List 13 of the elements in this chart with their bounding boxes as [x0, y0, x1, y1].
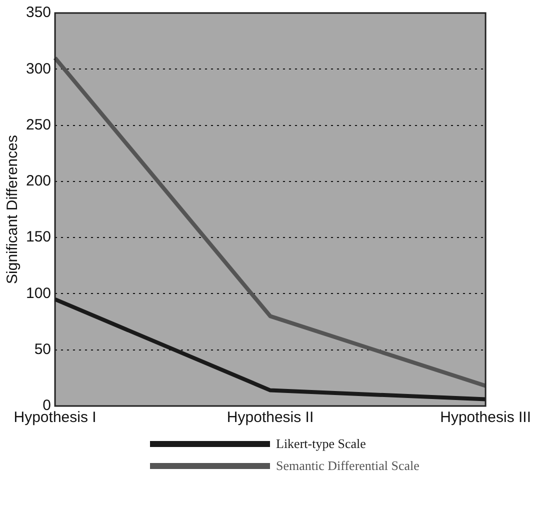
- text: Likert-type Scale: [276, 436, 366, 452]
- x-tick-label: Hypothesis II: [226, 409, 314, 426]
- y-tick-label: 100: [26, 284, 52, 302]
- text: Semantic Differential Scale: [276, 458, 420, 474]
- y-tick-label: 250: [26, 116, 52, 134]
- y-tick-label: 350: [26, 4, 52, 22]
- y-tick-label: 200: [26, 172, 52, 190]
- y-tick-label: 300: [26, 60, 52, 78]
- x-tick-label: Hypothesis III: [440, 409, 531, 426]
- y-tick-label: 50: [34, 341, 52, 358]
- x-tick-label: Hypothesis I: [14, 409, 96, 426]
- y-axis-title: Significant Differences: [4, 135, 22, 284]
- y-tick-label: 150: [26, 228, 52, 246]
